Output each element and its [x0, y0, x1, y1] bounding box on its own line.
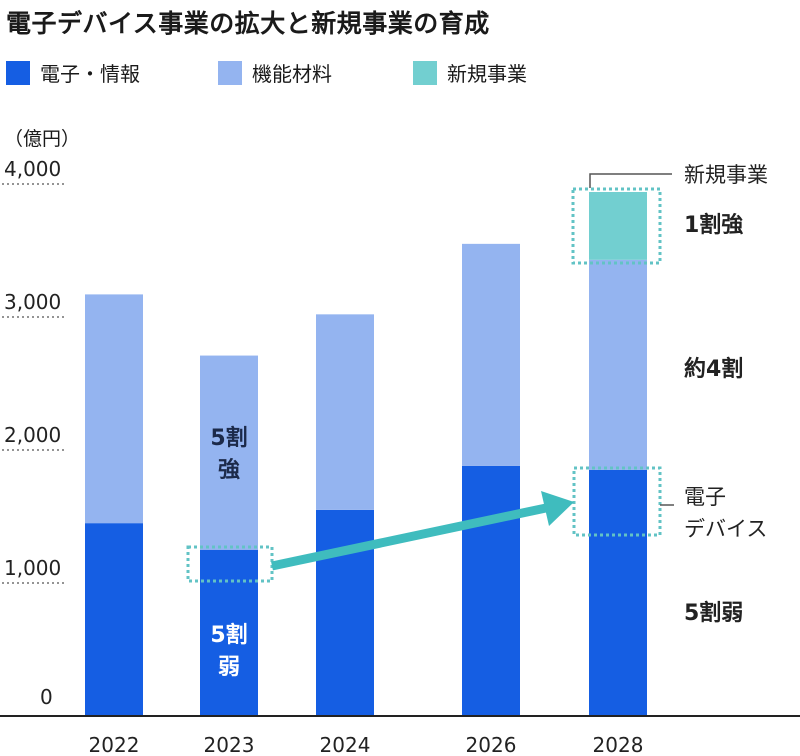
annotation-2023-lower-line2: 弱	[218, 655, 240, 680]
x-tick-label-2024: 2024	[320, 733, 371, 756]
bar-2028-materials	[589, 259, 647, 470]
y-tick-label-4000: 4,000	[4, 157, 61, 181]
legend-item-materials: 機能材料	[218, 58, 332, 87]
highlight-box-2028-new-business	[571, 187, 662, 265]
bar-2026-electronics	[462, 465, 520, 716]
y-tick-label-3000: 3,000	[4, 290, 61, 314]
annotation-2023-upper-line2: 強	[218, 457, 240, 483]
bar-2022-materials	[85, 294, 143, 524]
annotation-2023-lower-line1: 5割	[210, 622, 247, 648]
annotation-2023-upper-line1: 5割	[210, 425, 247, 451]
right-label-electronics-share: 5割弱	[684, 600, 743, 626]
right-label-device-line2: デバイス	[684, 517, 767, 541]
y-tick-label-2000: 2,000	[4, 423, 61, 447]
right-label-new-business-share: 1割強	[684, 212, 743, 238]
y-tick-label-1000: 1,000	[4, 556, 61, 580]
legend-swatch-new-business	[413, 60, 437, 85]
bar-2023-materials	[200, 355, 258, 550]
chart-title: 電子デバイス事業の拡大と新規事業の育成	[6, 9, 490, 38]
growth-arrow-head	[541, 491, 574, 526]
legend-swatch-electronics	[6, 60, 30, 85]
legend-label-materials: 機能材料	[252, 62, 332, 86]
x-tick-label-2026: 2026	[466, 733, 517, 756]
legend: 電子・情報 機能材料 新規事業	[0, 58, 800, 92]
right-label-new-business: 新規事業	[684, 163, 768, 187]
legend-item-new-business: 新規事業	[413, 58, 527, 87]
growth-arrow-shaft	[271, 503, 547, 571]
y-tick-label-0: 0	[40, 685, 53, 709]
legend-label-electronics: 電子・情報	[40, 62, 140, 86]
x-tick-label-2028: 2028	[593, 733, 644, 756]
bar-2022-electronics	[85, 523, 143, 716]
bar-2024-materials	[316, 314, 374, 510]
bar-2028-new-business	[589, 191, 647, 260]
highlight-box-2028-electronics	[572, 466, 662, 537]
legend-item-electronics: 電子・情報	[6, 58, 140, 87]
highlight-box-2023	[186, 545, 274, 583]
bar-2023-electronics	[200, 549, 258, 716]
bar-2024-electronics	[316, 509, 374, 716]
right-label-materials-share: 約4割	[684, 356, 743, 382]
x-tick-label-2023: 2023	[204, 733, 255, 756]
leader-line-new-business	[589, 173, 672, 188]
x-tick-label-2022: 2022	[89, 733, 140, 756]
legend-label-new-business: 新規事業	[447, 62, 527, 86]
bar-2026-materials	[462, 243, 520, 466]
legend-swatch-materials	[218, 60, 242, 85]
bar-2028-electronics	[589, 469, 647, 716]
right-label-device-line1: 電子	[684, 485, 726, 509]
y-unit-label: （億円）	[4, 128, 81, 150]
